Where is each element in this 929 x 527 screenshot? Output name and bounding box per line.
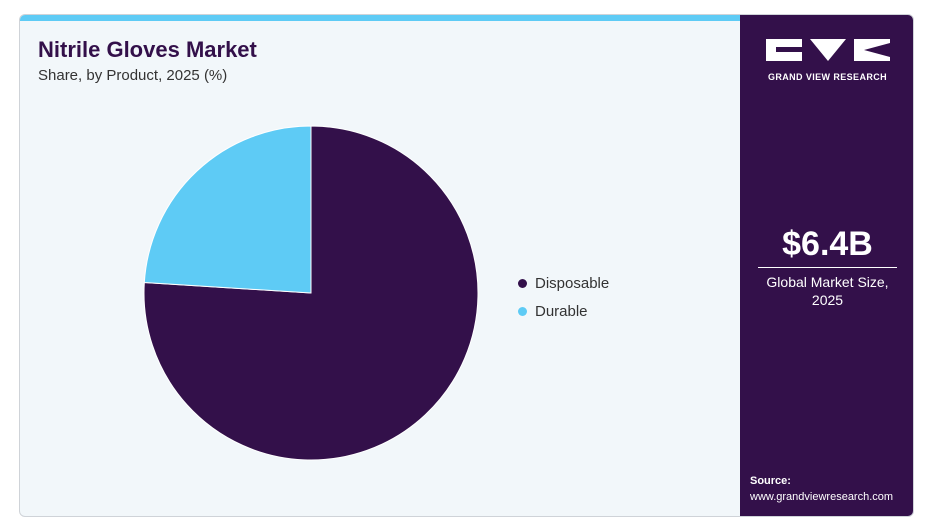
chart-title: Nitrile Gloves Market — [38, 37, 257, 62]
legend-swatch-disposable — [518, 278, 527, 288]
market-size-value: $6.4B — [782, 225, 873, 263]
legend-label-disposable: Disposable — [535, 274, 610, 292]
chart-subtitle: Share, by Product, 2025 (%) — [38, 67, 228, 84]
source-link[interactable]: www.grandviewresearch.com — [750, 491, 894, 503]
gvr-logo-icon — [766, 39, 890, 61]
kpi-divider — [758, 267, 897, 268]
chart-legend: Disposable Durable — [518, 269, 609, 325]
market-size-label: Global Market Size, 2025 — [766, 274, 889, 308]
pie-slice-disposable — [143, 125, 479, 461]
pie-chart — [143, 125, 479, 461]
info-panel: GRAND VIEW RESEARCH $6.4B Global Market … — [740, 15, 913, 516]
legend-label-durable: Durable — [535, 302, 588, 320]
legend-item-disposable: Disposable — [518, 269, 609, 297]
chart-card: Nitrile Gloves Market Share, by Product,… — [19, 14, 914, 517]
source-title: Source: — [750, 475, 791, 487]
pie-slice-durable — [143, 125, 312, 294]
legend-swatch-durable — [518, 306, 527, 316]
brand-name: GRAND VIEW RESEARCH — [767, 72, 888, 82]
accent-bar — [20, 15, 740, 21]
legend-item-durable: Durable — [518, 297, 609, 325]
